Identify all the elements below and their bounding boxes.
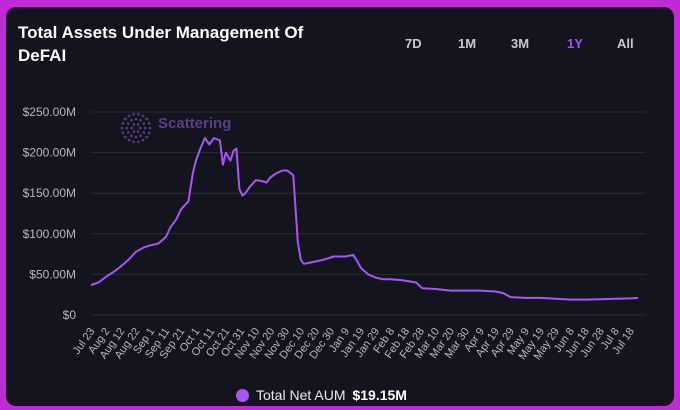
range-1m[interactable]: 1M bbox=[458, 36, 477, 51]
grid-lines bbox=[91, 111, 646, 316]
series-layer bbox=[90, 137, 639, 301]
series-line-total-net-aum[interactable] bbox=[90, 137, 639, 301]
logo-dot bbox=[132, 130, 136, 133]
y-tick-label: $150.00M bbox=[23, 186, 76, 200]
logo-dot bbox=[124, 135, 127, 139]
logo-dot bbox=[145, 117, 148, 121]
logo-dot bbox=[142, 122, 146, 125]
logo-dot bbox=[139, 134, 142, 138]
logo-dot bbox=[136, 123, 140, 126]
y-tick-label: $50.00M bbox=[29, 267, 76, 281]
time-range-selector: 7D 1M 3M 1Y All bbox=[396, 36, 656, 54]
logo-dot bbox=[120, 126, 124, 130]
logo-dot bbox=[147, 121, 151, 125]
legend-label: Total Net AUM bbox=[256, 387, 346, 403]
logo-dot bbox=[125, 126, 129, 130]
legend-value: $19.15M bbox=[352, 387, 407, 403]
scattering-logo-icon bbox=[120, 112, 152, 144]
logo-dot bbox=[126, 131, 130, 134]
logo-dot bbox=[121, 131, 125, 135]
range-3m[interactable]: 3M bbox=[511, 36, 530, 51]
logo-dot bbox=[136, 130, 140, 133]
logo-dot bbox=[137, 112, 140, 116]
scattering-watermark: Scattering bbox=[120, 112, 231, 144]
logo-dot bbox=[147, 131, 151, 135]
range-all[interactable]: All bbox=[617, 36, 634, 51]
logo-dot bbox=[121, 121, 125, 125]
logo-dot bbox=[127, 114, 131, 118]
legend[interactable]: Total Net AUM $19.15M bbox=[236, 386, 407, 404]
logo-dot bbox=[141, 138, 145, 142]
logo-dot bbox=[139, 118, 142, 122]
chart-title: Total Assets Under Management Of DeFAI bbox=[18, 23, 304, 65]
logo-dot bbox=[145, 135, 148, 139]
range-7d[interactable]: 7D bbox=[405, 36, 422, 51]
logo-dot bbox=[132, 112, 135, 116]
y-tick-label: $100.00M bbox=[23, 227, 76, 241]
logo-dot bbox=[126, 122, 130, 125]
logo-dot bbox=[124, 117, 127, 121]
logo-dot bbox=[134, 135, 138, 139]
logo-dot bbox=[143, 126, 147, 130]
logo-dot bbox=[130, 134, 133, 138]
logo-dot bbox=[132, 140, 135, 144]
logo-dot bbox=[132, 123, 136, 126]
logo-dot bbox=[148, 126, 152, 130]
logo-dot bbox=[142, 131, 146, 134]
chart-card: Total Assets Under Management Of DeFAI 7… bbox=[6, 7, 674, 406]
y-tick-label: $0 bbox=[63, 308, 77, 322]
logo-dot bbox=[138, 126, 142, 130]
watermark-text: Scattering bbox=[158, 115, 231, 132]
y-tick-label: $250.00M bbox=[23, 105, 76, 119]
line-chart: $0 $50.00M $100.00M $150.00M $200.00M $250.00… bbox=[23, 105, 646, 362]
logo-dot bbox=[127, 138, 131, 142]
range-1y[interactable]: 1Y bbox=[567, 36, 583, 51]
logo-dot bbox=[134, 117, 138, 121]
y-axis-ticks: $0 $50.00M $100.00M $150.00M $200.00M $250.00… bbox=[23, 105, 77, 322]
logo-dot bbox=[137, 140, 140, 144]
logo-dot bbox=[141, 114, 145, 118]
logo-dot bbox=[130, 118, 133, 122]
y-tick-label: $200.00M bbox=[23, 146, 76, 160]
logo-dot bbox=[130, 126, 134, 130]
legend-marker bbox=[236, 388, 249, 402]
